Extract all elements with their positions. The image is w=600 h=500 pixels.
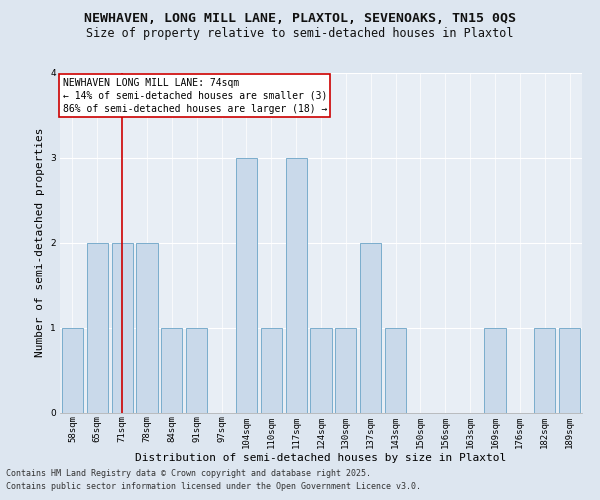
Bar	[136, 242, 158, 412]
Bar	[286, 158, 307, 412]
Bar	[484, 328, 506, 412]
X-axis label: Distribution of semi-detached houses by size in Plaxtol: Distribution of semi-detached houses by …	[136, 453, 506, 463]
Bar	[261, 328, 282, 412]
Bar	[360, 242, 381, 412]
Bar	[87, 242, 108, 412]
Text: NEWHAVEN, LONG MILL LANE, PLAXTOL, SEVENOAKS, TN15 0QS: NEWHAVEN, LONG MILL LANE, PLAXTOL, SEVEN…	[84, 12, 516, 26]
Bar	[385, 328, 406, 412]
Bar	[236, 158, 257, 412]
Text: NEWHAVEN LONG MILL LANE: 74sqm
← 14% of semi-detached houses are smaller (3)
86%: NEWHAVEN LONG MILL LANE: 74sqm ← 14% of …	[62, 78, 327, 114]
Bar	[186, 328, 207, 412]
Bar	[335, 328, 356, 412]
Bar	[112, 242, 133, 412]
Text: Contains HM Land Registry data © Crown copyright and database right 2025.: Contains HM Land Registry data © Crown c…	[6, 468, 371, 477]
Bar	[62, 328, 83, 412]
Bar	[310, 328, 332, 412]
Text: Contains public sector information licensed under the Open Government Licence v3: Contains public sector information licen…	[6, 482, 421, 491]
Bar	[534, 328, 555, 412]
Bar	[161, 328, 182, 412]
Text: Size of property relative to semi-detached houses in Plaxtol: Size of property relative to semi-detach…	[86, 28, 514, 40]
Y-axis label: Number of semi-detached properties: Number of semi-detached properties	[35, 128, 44, 357]
Bar	[559, 328, 580, 412]
